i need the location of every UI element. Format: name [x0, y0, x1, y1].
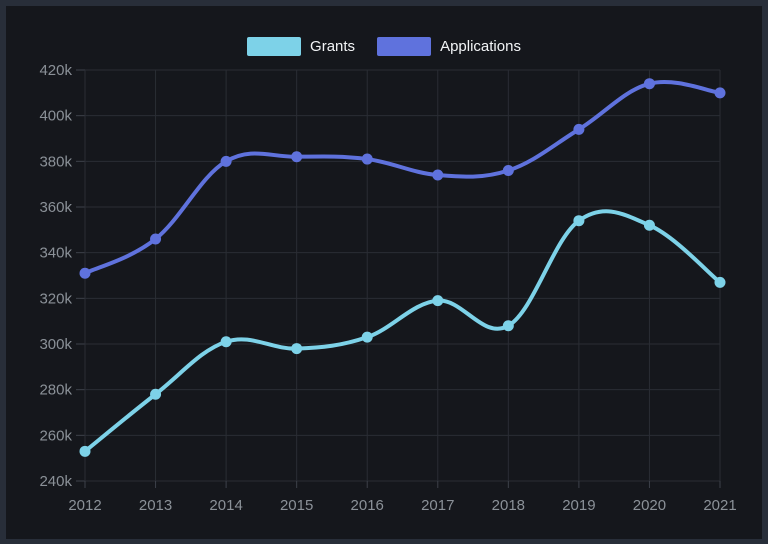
data-point-applications: [220, 155, 232, 167]
legend-swatch-grants: [247, 37, 302, 56]
data-point-grants: [714, 276, 726, 288]
y-axis-label: 240k: [39, 473, 72, 490]
y-axis-label: 360k: [39, 199, 72, 216]
data-point-applications: [291, 151, 303, 163]
data-point-grants: [573, 215, 585, 227]
data-point-grants: [432, 295, 444, 307]
data-point-applications: [502, 164, 514, 176]
data-point-grants: [291, 343, 303, 355]
y-axis-label: 300k: [39, 336, 72, 353]
data-point-grants: [502, 320, 514, 332]
x-axis-label: 2017: [421, 497, 454, 514]
data-point-grants: [150, 388, 162, 400]
x-axis-label: 2013: [139, 497, 172, 514]
data-point-applications: [361, 153, 373, 165]
data-point-applications: [432, 169, 444, 181]
legend-label: Grants: [310, 38, 356, 55]
x-axis-label: 2021: [703, 497, 736, 514]
y-axis-label: 420k: [39, 62, 72, 79]
x-axis-label: 2018: [492, 497, 525, 514]
legend-item-grants[interactable]: Grants: [247, 37, 355, 56]
y-axis-label: 260k: [39, 427, 72, 444]
chart-legend: Grants Applications: [0, 37, 768, 56]
legend-label: Applications: [440, 38, 521, 55]
series-line-applications: [83, 80, 722, 276]
data-point-applications: [714, 87, 726, 99]
data-point-grants: [643, 219, 655, 231]
chart-panel: [6, 6, 762, 539]
x-axis-label: 2020: [633, 497, 666, 514]
x-axis-label: 2014: [209, 497, 242, 514]
legend-item-applications[interactable]: Applications: [377, 37, 521, 56]
y-axis-label: 400k: [39, 108, 72, 125]
data-point-grants: [361, 331, 373, 343]
y-axis-label: 340k: [39, 245, 72, 262]
y-axis-label: 380k: [39, 153, 72, 170]
data-point-applications: [150, 233, 162, 245]
data-point-applications: [79, 267, 91, 279]
data-point-applications: [643, 78, 655, 90]
data-point-grants: [79, 445, 91, 457]
data-point-grants: [220, 336, 232, 348]
x-axis-label: 2016: [351, 497, 384, 514]
x-axis-label: 2015: [280, 497, 313, 514]
y-axis-label: 280k: [39, 382, 72, 399]
x-axis-label: 2012: [68, 497, 101, 514]
series-line-grants: [83, 209, 722, 454]
data-point-applications: [573, 123, 585, 135]
x-axis-label: 2019: [562, 497, 595, 514]
y-axis-label: 320k: [39, 290, 72, 307]
legend-swatch-applications: [377, 37, 432, 56]
